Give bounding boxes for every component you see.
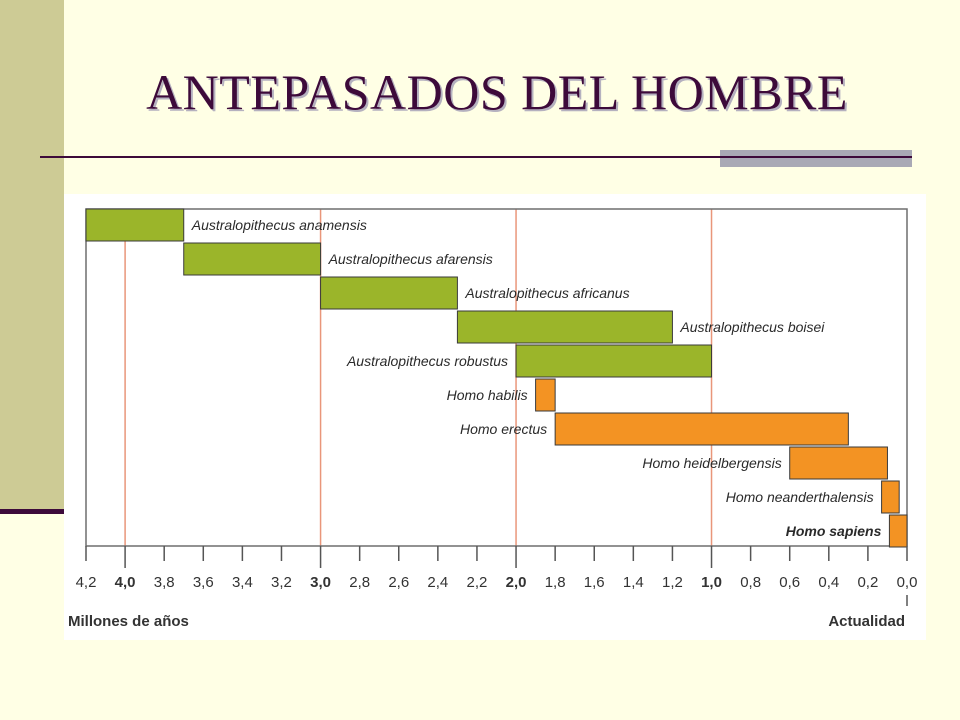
range-bar-0 [85,208,185,242]
bar-label-3: Australopithecus boisei [679,319,825,335]
x-tick-label-14: 1,4 [623,574,644,591]
range-bar-5 [535,378,556,412]
x-tick-label-6: 3,0 [310,574,331,591]
bar-label-6: Homo erectus [460,421,547,437]
left-decorative-band [0,0,64,510]
plot-frame-layer [85,208,908,547]
bar-label-8: Homo neanderthalensis [726,489,874,505]
present-caption: Actualidad [828,613,905,630]
x-tick-label-12: 1,8 [545,574,566,591]
timeline-chart-svg: Australopithecus anamensis Australopithec… [68,208,917,630]
x-tick-label-13: 1,6 [584,574,605,591]
bars-layer [85,208,908,548]
timeline-chart: Australopithecus anamensis Australopithec… [64,194,926,640]
range-bar-2 [320,276,458,310]
bar-label-1: Australopithecus afarensis [328,251,493,267]
bar-label-9: Homo sapiens [786,523,882,539]
bar-label-0: Australopithecus anamensis [191,217,367,233]
x-tick-label-18: 0,6 [779,574,800,591]
range-bar-6 [554,412,849,446]
x-tick-label-19: 0,4 [818,574,839,591]
x-tick-label-5: 3,2 [271,574,292,591]
range-bar-9 [888,514,908,548]
x-tick-label-0: 4,2 [76,574,97,591]
x-axis-caption: Millones de años [68,613,189,630]
x-tick-label-2: 3,8 [154,574,175,591]
bar-label-4: Australopithecus robustus [346,353,508,369]
x-tick-label-10: 2,2 [467,574,488,591]
title-rule [40,156,912,158]
x-tick-label-9: 2,4 [427,574,448,591]
range-bar-4 [515,344,713,378]
range-bar-7 [789,446,888,480]
bar-label-2: Australopithecus africanus [464,285,629,301]
title-rule-accent [720,150,912,167]
x-tick-label-4: 3,4 [232,574,253,591]
bar-label-7: Homo heidelbergensis [642,455,781,471]
x-tick-label-3: 3,6 [193,574,214,591]
x-tick-label-1: 4,0 [115,574,136,591]
x-tick-label-11: 2,0 [506,574,527,591]
left-band-rule [0,509,64,514]
plot-frame [85,208,908,547]
bar-label-5: Homo habilis [447,387,528,403]
range-bar-3 [456,310,673,344]
bar-labels-layer: Australopithecus anamensis Australopithec… [191,217,882,539]
x-axis-layer: 4,2 4,0 3,8 3,6 3,4 3,2 3,0 2,8 2,6 2,4 2,2 2,0 1,8 1… [68,546,917,630]
x-tick-label-7: 2,8 [349,574,370,591]
x-tick-label-16: 1,0 [701,574,722,591]
x-tick-label-15: 1,2 [662,574,683,591]
slide-title: ANTEPASADOS DEL HOMBRE [146,64,848,120]
range-bar-1 [183,242,322,276]
x-tick-label-17: 0,8 [740,574,761,591]
range-bar-8 [881,480,900,514]
x-tick-label-21: 0,0 [897,574,918,591]
x-tick-label-8: 2,6 [388,574,409,591]
x-tick-label-20: 0,2 [857,574,878,591]
title-rule-accent-line [720,156,912,158]
